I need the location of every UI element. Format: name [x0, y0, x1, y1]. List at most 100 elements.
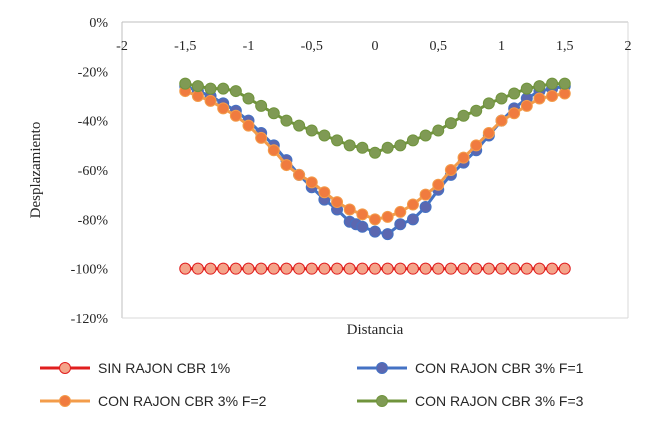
- x-tick-label: -2: [116, 39, 128, 54]
- data-point: [217, 262, 230, 275]
- data-point: [406, 262, 419, 275]
- data-point: [406, 134, 419, 147]
- legend-marker: [59, 395, 71, 407]
- legend-label: CON RAJON CBR 3% F=1: [415, 360, 584, 376]
- data-point: [369, 213, 381, 226]
- data-point: [558, 87, 571, 100]
- data-point: [470, 262, 483, 275]
- data-point: [267, 144, 280, 157]
- legend-marker: [376, 395, 388, 407]
- data-point: [179, 77, 192, 90]
- data-point: [179, 262, 192, 275]
- data-point: [356, 208, 369, 221]
- data-point: [331, 196, 344, 209]
- data-point: [419, 188, 432, 201]
- data-point: [432, 178, 445, 191]
- y-tick-label: -100%: [71, 263, 109, 278]
- data-point: [217, 82, 230, 95]
- data-point: [229, 109, 242, 122]
- y-tick-label: -80%: [78, 213, 109, 228]
- data-point: [369, 262, 381, 275]
- data-point: [470, 139, 483, 152]
- x-axis-title: Distancia: [347, 322, 404, 338]
- data-point: [508, 262, 521, 275]
- data-point: [229, 85, 242, 98]
- x-tick-label: 2: [625, 39, 632, 54]
- x-tick-label: 1: [498, 39, 505, 54]
- legend-label: CON RAJON CBR 3% F=2: [98, 393, 267, 409]
- data-point: [520, 82, 533, 95]
- data-point: [508, 87, 521, 100]
- data-point: [546, 77, 559, 90]
- x-tick-label: -0,5: [301, 39, 323, 54]
- x-tick-label: 0,5: [430, 39, 448, 54]
- legend-item: CON RAJON CBR 3% F=2: [40, 393, 267, 409]
- data-point: [356, 141, 369, 154]
- data-point: [520, 99, 533, 112]
- x-tick-label: 1,5: [556, 39, 574, 54]
- data-point: [267, 107, 280, 120]
- legend-item: SIN RAJON CBR 1%: [40, 360, 230, 376]
- data-point: [406, 213, 419, 226]
- y-tick-label: 0%: [89, 16, 108, 31]
- legend-item: CON RAJON CBR 3% F=3: [357, 393, 584, 409]
- data-point: [191, 262, 204, 275]
- data-point: [293, 262, 306, 275]
- data-point: [419, 129, 432, 142]
- data-point: [394, 205, 407, 218]
- data-point: [255, 131, 268, 144]
- data-point: [444, 262, 457, 275]
- legend: SIN RAJON CBR 1% CON RAJON CBR 3% F=1 CON …: [40, 360, 584, 409]
- data-point: [444, 117, 457, 130]
- data-point: [318, 186, 331, 199]
- data-point: [369, 225, 381, 238]
- data-point: [381, 141, 394, 154]
- data-point: [255, 262, 268, 275]
- data-point: [204, 82, 217, 95]
- data-point: [533, 92, 546, 105]
- data-point: [470, 104, 483, 117]
- data-point: [242, 92, 255, 105]
- x-tick-labels: -2 -1,5 -1 -0,5 0 0,5 1 1,5 2: [116, 39, 631, 54]
- data-point: [204, 94, 217, 107]
- data-point: [305, 262, 318, 275]
- series-4: [179, 77, 571, 159]
- y-tick-label: -40%: [78, 115, 109, 130]
- data-point: [482, 262, 495, 275]
- data-point: [369, 146, 381, 159]
- y-tick-label: -60%: [78, 164, 109, 179]
- data-point: [191, 80, 204, 93]
- data-point: [533, 262, 546, 275]
- data-point: [331, 134, 344, 147]
- data-point: [558, 262, 571, 275]
- data-point: [546, 90, 559, 102]
- data-point: [242, 262, 255, 275]
- data-point: [318, 129, 331, 142]
- data-point: [280, 114, 293, 127]
- data-point: [343, 139, 356, 152]
- data-point: [444, 164, 457, 176]
- data-point: [482, 127, 495, 139]
- data-point: [381, 210, 394, 223]
- y-tick-label: -20%: [78, 65, 109, 80]
- y-tick-label: -120%: [71, 312, 109, 327]
- data-point: [520, 262, 533, 275]
- data-point: [406, 198, 419, 211]
- data-point: [318, 262, 331, 275]
- series-line: [184, 84, 566, 236]
- legend-label: CON RAJON CBR 3% F=3: [415, 393, 584, 409]
- legend-label: SIN RAJON CBR 1%: [98, 360, 230, 376]
- data-point: [419, 201, 432, 213]
- data-point: [191, 90, 204, 102]
- data-point: [495, 92, 508, 105]
- x-tick-label: -1: [243, 39, 255, 54]
- data-point: [381, 228, 394, 241]
- series-layer: [179, 77, 571, 275]
- data-point: [394, 139, 407, 152]
- data-point: [255, 99, 268, 112]
- y-axis-title: Desplazamiento: [28, 122, 44, 219]
- data-point: [343, 203, 356, 216]
- data-point: [280, 159, 293, 172]
- data-point: [280, 262, 293, 275]
